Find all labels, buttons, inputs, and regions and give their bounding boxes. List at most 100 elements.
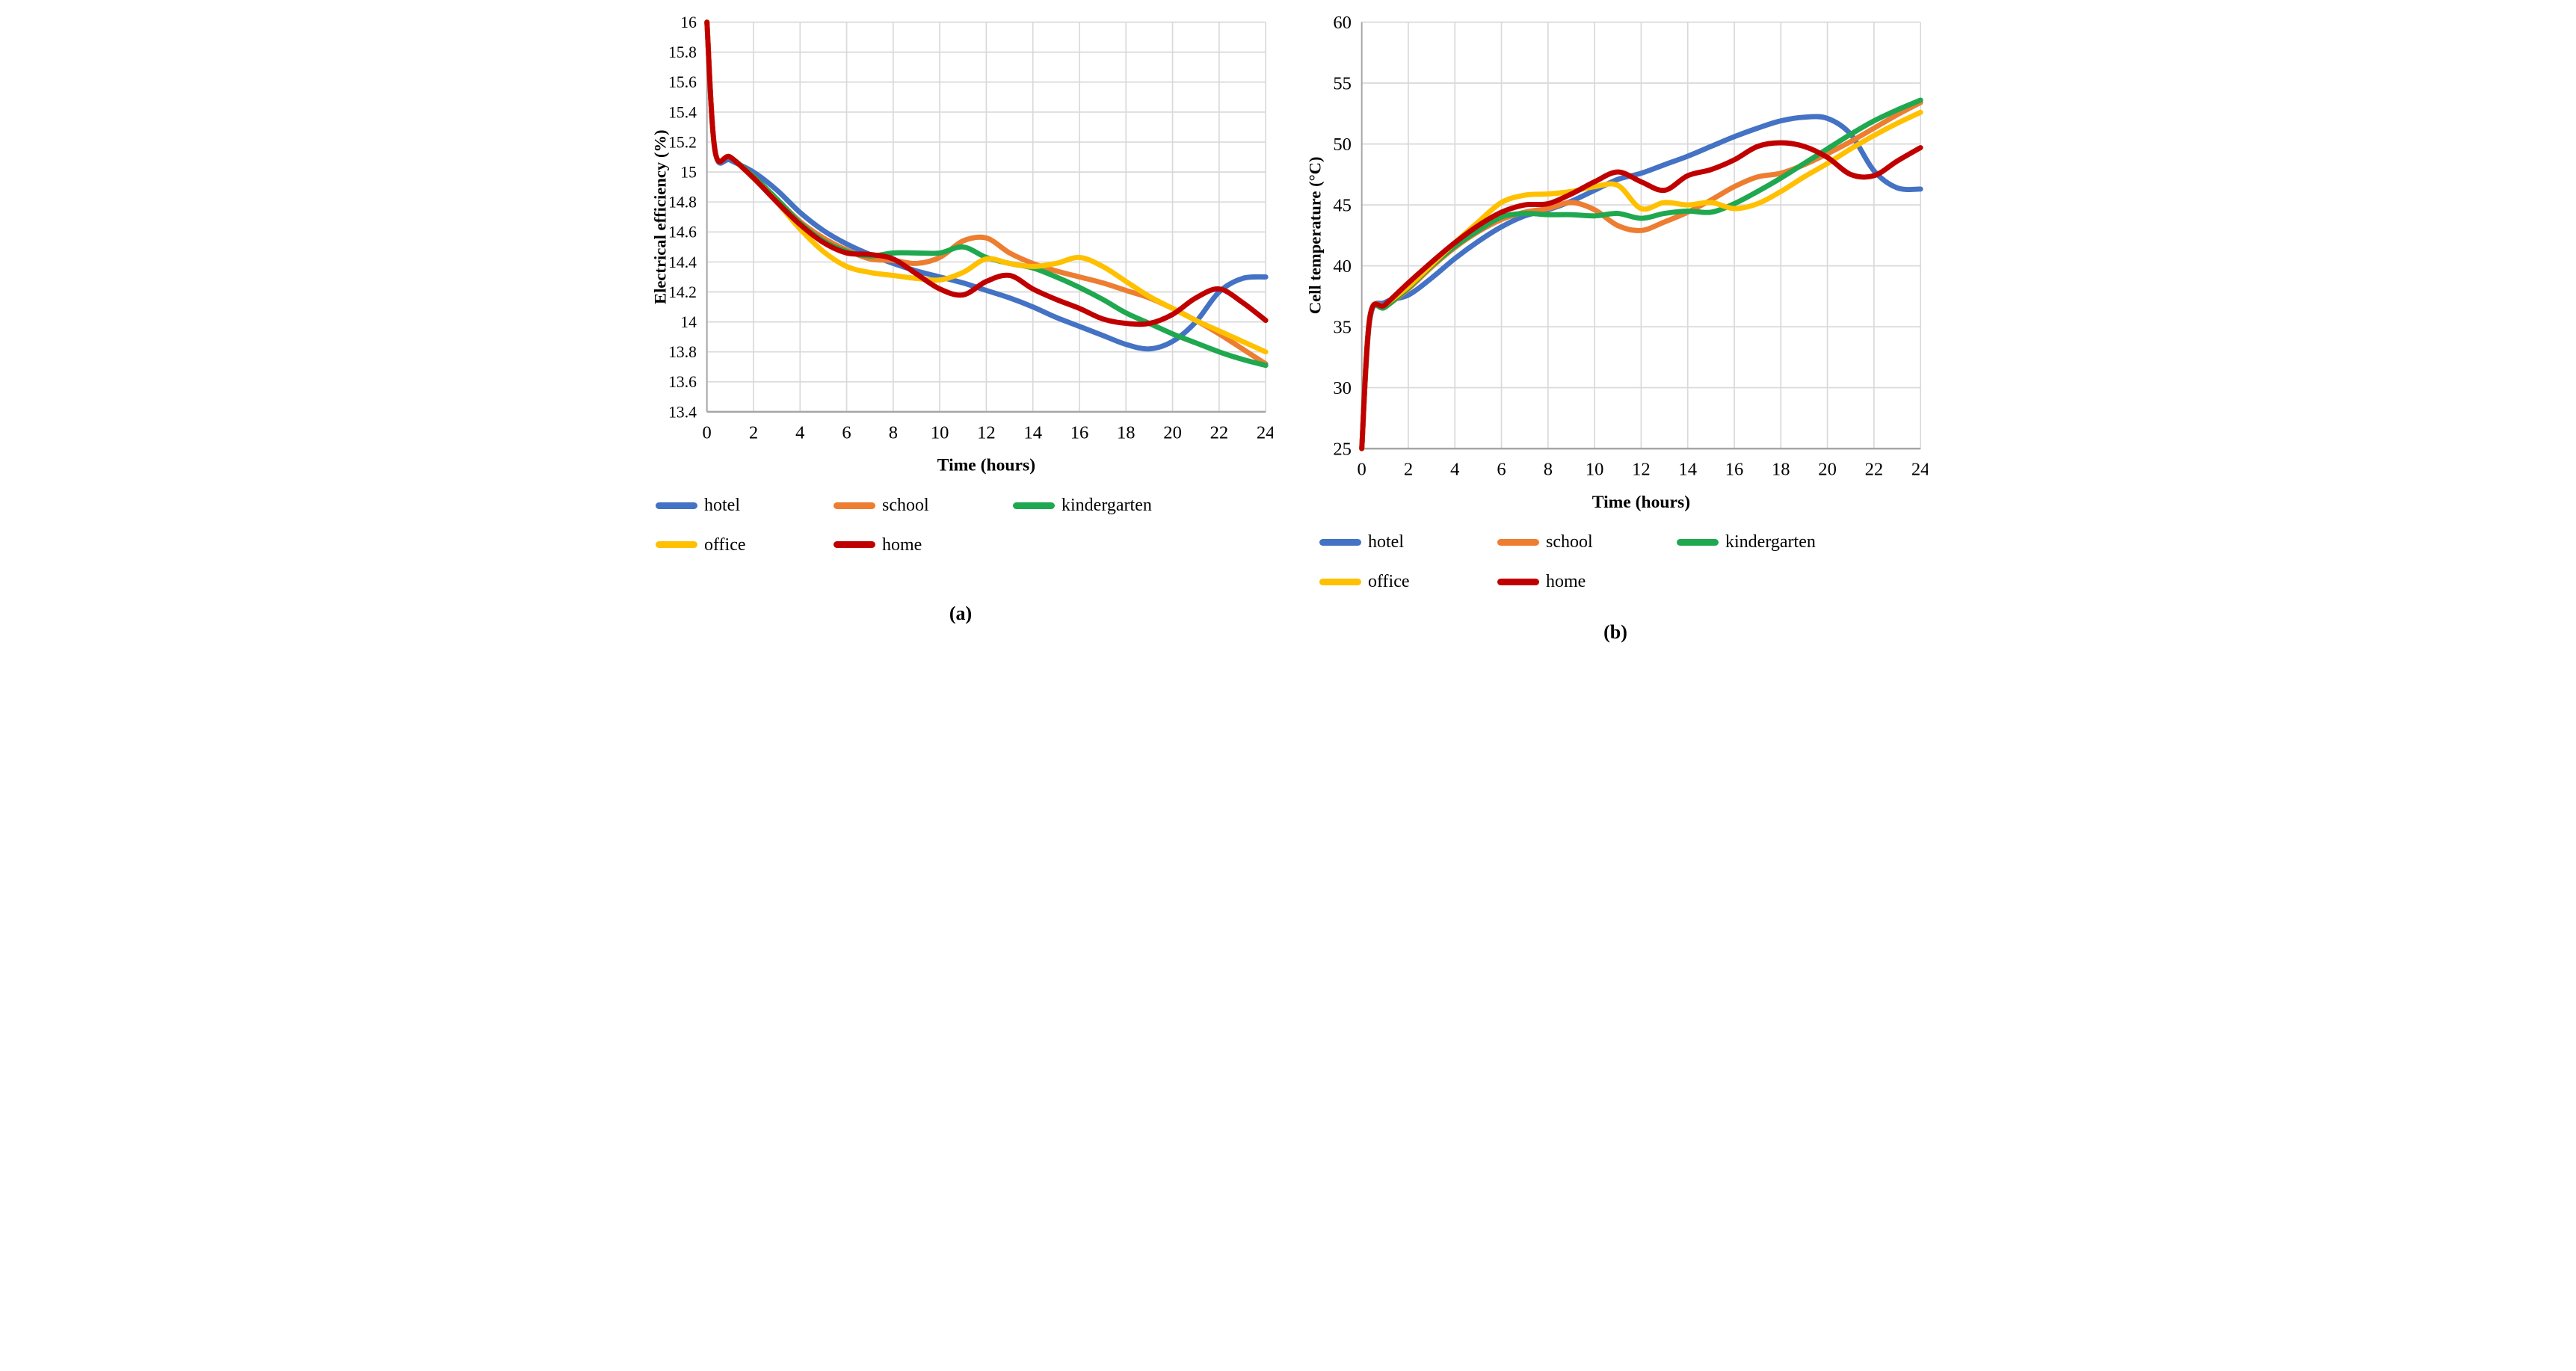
svg-text:8: 8 (889, 422, 898, 443)
svg-text:12: 12 (1632, 459, 1651, 479)
panel-a: 13.4 13.6 13.8 14 14.2 14.4 14.6 14.8 15 15.2 15.4… (648, 6, 1273, 644)
y-axis-title: Electrical efficiency (%) (651, 130, 670, 305)
svg-text:4: 4 (795, 422, 804, 443)
x-axis-title: Time (hours) (1592, 493, 1690, 512)
series-line-hotel (704, 19, 1269, 352)
svg-text:10: 10 (931, 422, 949, 443)
caption-b: (b) (1303, 621, 1928, 644)
svg-text:15.2: 15.2 (668, 133, 697, 151)
svg-text:13.6: 13.6 (668, 373, 697, 391)
gridlines (706, 21, 1266, 413)
svg-text:16: 16 (680, 13, 697, 31)
svg-text:6: 6 (1497, 459, 1506, 479)
series-line-hotel (1359, 114, 1923, 452)
caption-b-label: (b) (1603, 621, 1627, 644)
svg-text:10: 10 (1586, 459, 1604, 479)
svg-text:45: 45 (1333, 195, 1352, 215)
svg-text:14.4: 14.4 (668, 253, 697, 271)
svg-text:20: 20 (1818, 459, 1837, 479)
legend-swatch-hotel (656, 502, 697, 509)
legend-swatch-school (1497, 539, 1539, 546)
legend-item-hotel: hotel (1319, 532, 1497, 552)
legend-swatch-kindergarten (1013, 502, 1055, 509)
legend-item-home: home (833, 535, 1013, 555)
svg-text:22: 22 (1865, 459, 1884, 479)
legend-item-office: office (1319, 572, 1497, 591)
legend-swatch-office (1319, 578, 1361, 585)
svg-text:14: 14 (1678, 459, 1697, 479)
legend-a: hotel school kindergarten office home (648, 496, 1273, 555)
svg-text:4: 4 (1450, 459, 1459, 479)
legend-item-home: home (1497, 572, 1677, 591)
x-tick-labels: 0 2 4 6 8 10 12 14 16 18 20 22 24 (1358, 459, 1928, 479)
svg-text:50: 50 (1333, 135, 1352, 155)
svg-text:8: 8 (1544, 459, 1553, 479)
electrical-efficiency-chart: 13.4 13.6 13.8 14 14.2 14.4 14.6 14.8 15 15.2 15.4… (651, 13, 1273, 475)
series-lines (704, 19, 1269, 369)
series-line-home (704, 19, 1269, 327)
svg-text:55: 55 (1333, 73, 1352, 93)
legend-item-kindergarten: kindergarten (1677, 532, 1928, 552)
legend-label: office (704, 534, 746, 555)
legend-label: kindergarten (1725, 532, 1816, 552)
legend-swatch-kindergarten (1677, 539, 1719, 546)
svg-text:24: 24 (1911, 459, 1928, 479)
legend-swatch-office (656, 541, 697, 549)
y-tick-labels: 25 30 35 40 45 50 55 60 (1333, 13, 1352, 459)
legend-label: kindergarten (1061, 496, 1152, 516)
svg-text:14.8: 14.8 (668, 194, 697, 212)
legend-b: hotel school kindergarten office home (1303, 532, 1928, 591)
x-axis-title: Time (hours) (937, 456, 1035, 475)
svg-text:15.8: 15.8 (668, 43, 697, 61)
svg-text:2: 2 (749, 422, 758, 443)
svg-text:14.6: 14.6 (668, 224, 697, 241)
svg-text:0: 0 (1358, 459, 1366, 479)
x-tick-labels: 0 2 4 6 8 10 12 14 16 18 20 22 24 (703, 422, 1273, 443)
legend-label: hotel (704, 496, 740, 516)
svg-text:16: 16 (1070, 422, 1089, 443)
gridlines (1361, 21, 1922, 449)
legend-item-school: school (1497, 532, 1677, 552)
panel-b: 25 30 35 40 45 50 55 60 0 2 4 6 8 10 12 14 16 18 20 22 24 Cel… (1303, 6, 1928, 644)
legend-label: home (882, 534, 922, 555)
legend-label: office (1368, 571, 1410, 591)
svg-text:16: 16 (1725, 459, 1744, 479)
legend-item-school: school (833, 496, 1013, 515)
svg-text:14: 14 (680, 313, 697, 331)
svg-text:24: 24 (1257, 422, 1273, 443)
svg-text:18: 18 (1772, 459, 1790, 479)
svg-text:14.2: 14.2 (668, 283, 697, 301)
svg-text:14: 14 (1023, 422, 1042, 443)
legend-item-office: office (656, 535, 833, 555)
svg-text:0: 0 (703, 422, 712, 443)
legend-item-kindergarten: kindergarten (1013, 496, 1273, 515)
svg-text:6: 6 (842, 422, 851, 443)
legend-item-hotel: hotel (656, 496, 833, 515)
legend-label: home (1546, 571, 1586, 591)
axes (706, 22, 1266, 413)
legend-swatch-hotel (1319, 539, 1361, 546)
caption-a: (a) (648, 603, 1273, 625)
y-tick-labels: 13.4 13.6 13.8 14 14.2 14.4 14.6 14.8 15 15.2 15.4… (668, 13, 697, 421)
legend-swatch-school (833, 502, 875, 509)
svg-text:13.8: 13.8 (668, 343, 697, 361)
svg-text:20: 20 (1163, 422, 1182, 443)
svg-text:2: 2 (1404, 459, 1413, 479)
svg-text:15.6: 15.6 (668, 73, 697, 91)
legend-label: school (882, 496, 929, 516)
legend-label: hotel (1368, 532, 1404, 552)
y-axis-title: Cell temperature (°C) (1306, 156, 1325, 314)
series-lines (1359, 97, 1923, 452)
svg-text:25: 25 (1333, 439, 1352, 459)
svg-text:35: 35 (1333, 317, 1352, 337)
svg-text:13.4: 13.4 (668, 403, 697, 421)
svg-text:40: 40 (1333, 256, 1352, 277)
svg-text:15.4: 15.4 (668, 103, 697, 121)
svg-text:30: 30 (1333, 378, 1352, 398)
axes (1361, 22, 1921, 450)
svg-text:18: 18 (1117, 422, 1136, 443)
legend-swatch-home (1497, 578, 1539, 585)
legend-label: school (1546, 532, 1593, 552)
svg-text:12: 12 (977, 422, 996, 443)
